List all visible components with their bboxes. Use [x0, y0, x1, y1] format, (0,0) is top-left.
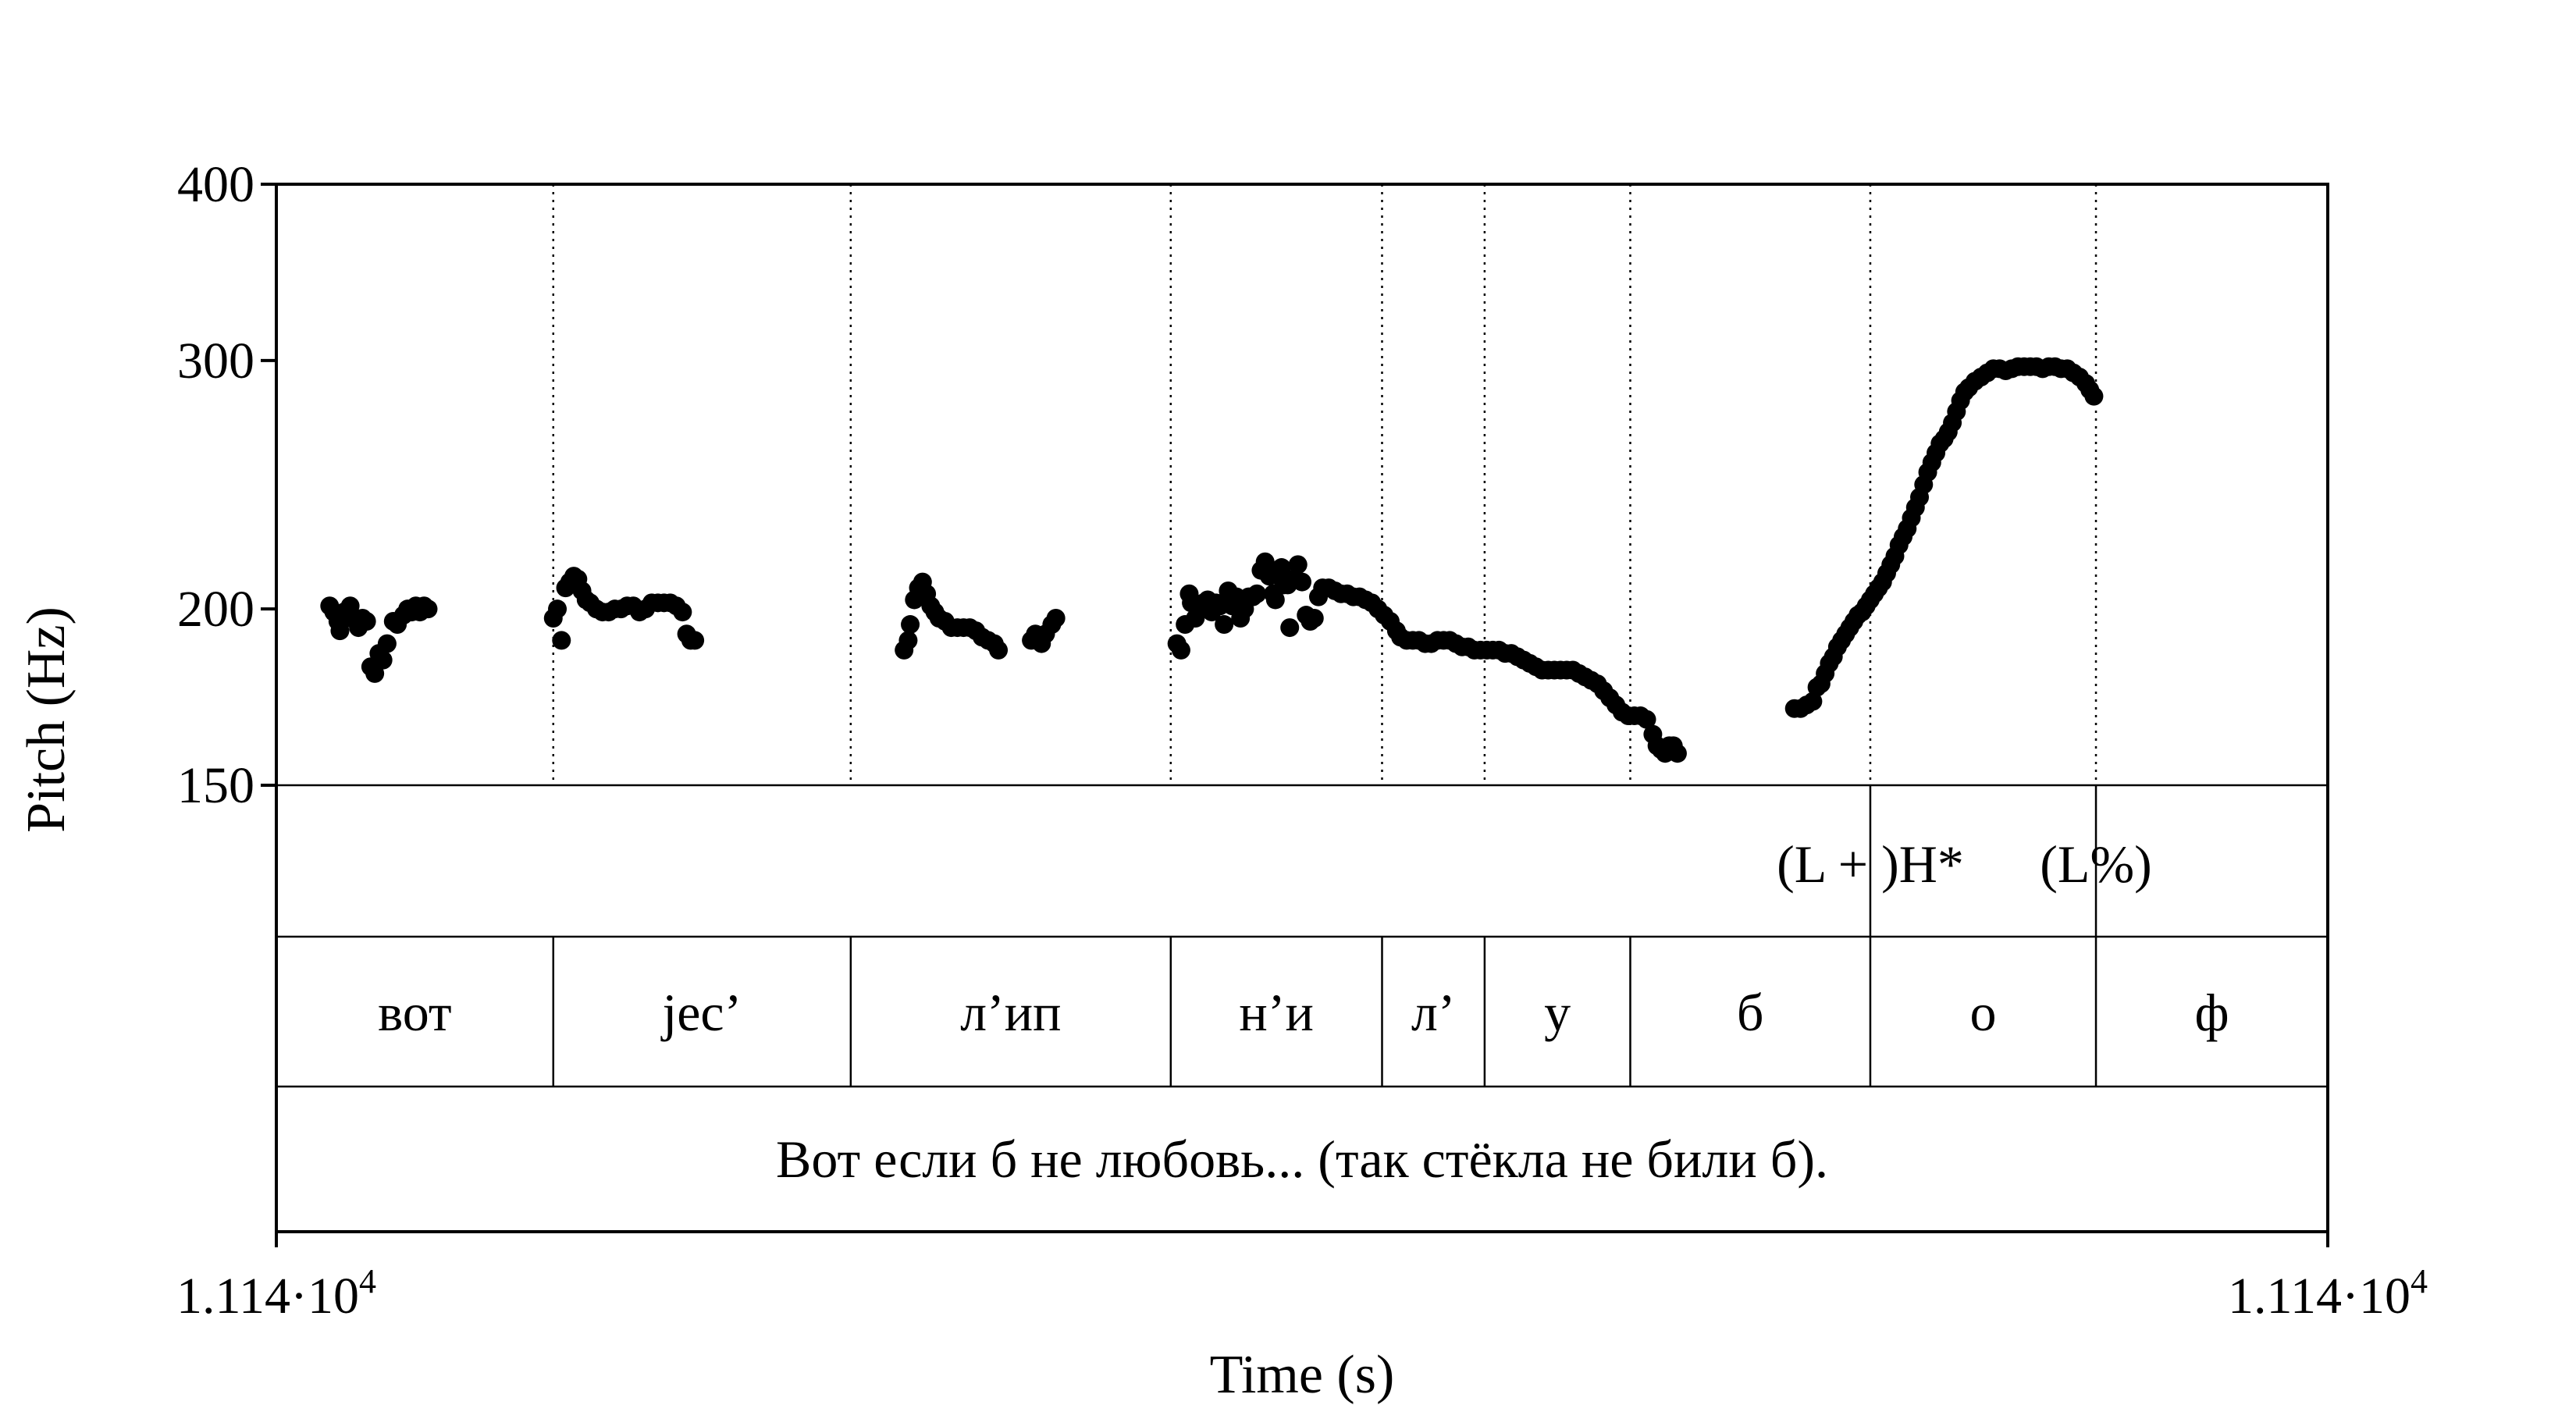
pitch-point — [898, 631, 918, 650]
segment-label: ф — [2194, 983, 2229, 1042]
pitch-point — [685, 631, 705, 650]
segment-label: б — [1737, 983, 1764, 1042]
segment-label: о — [1969, 983, 1996, 1042]
x-tick-left-label: 1.114·104 — [176, 1262, 376, 1325]
pitch-point — [1272, 558, 1291, 578]
segment-label: н’и — [1239, 983, 1313, 1042]
sentence-label: Вот если б не любовь... (так стёкла не б… — [776, 1129, 1828, 1189]
pitch-point — [1667, 744, 1687, 763]
tone-label: (L%) — [2040, 834, 2151, 894]
segment-label: л’ип — [960, 983, 1061, 1042]
pitch-point — [1637, 710, 1656, 729]
pitch-point — [1803, 692, 1823, 711]
segment-boundaries — [552, 184, 2097, 1087]
pitch-point — [1304, 609, 1324, 628]
y-tick-label: 150 — [177, 757, 254, 814]
x-tick-right-label: 1.114·104 — [2228, 1262, 2428, 1325]
y-tick-label: 300 — [177, 333, 254, 389]
pitch-point — [548, 599, 568, 619]
segment-label: jec’ — [660, 983, 742, 1042]
pitch-point — [373, 650, 393, 670]
y-tick-label: 200 — [177, 581, 254, 638]
pitch-point — [1280, 618, 1300, 638]
tone-label: (L + )H* — [1777, 834, 1964, 894]
pitch-point — [1171, 640, 1190, 660]
segment-label: вот — [378, 983, 451, 1042]
pitch-point — [365, 663, 385, 683]
pitch-point — [901, 615, 920, 635]
pitch-points — [320, 357, 2104, 763]
pitch-point — [1247, 584, 1267, 603]
segment-tier: вот jec’ л’ип н’и л’ у б о ф — [378, 983, 2229, 1042]
pitch-point — [377, 634, 397, 653]
y-tick-label: 400 — [177, 156, 254, 213]
pitch-point — [2084, 386, 2104, 406]
pitch-point — [1215, 615, 1234, 635]
pitch-point — [1288, 555, 1308, 574]
pitch-point — [1265, 590, 1285, 610]
pitch-point — [673, 603, 692, 622]
segment-label: л’ — [1411, 983, 1456, 1042]
pitch-point — [552, 631, 571, 650]
y-axis-ticks: 150 200 300 400 — [177, 156, 276, 814]
x-axis-title: Time (s) — [1210, 1345, 1395, 1405]
pitch-point — [1046, 609, 1066, 628]
pitch-point — [989, 640, 1009, 660]
segment-label: у — [1544, 983, 1571, 1042]
figure-frame — [275, 183, 2329, 1233]
tone-tier: (L + )H* (L%) — [1777, 834, 2152, 894]
pitch-point — [1293, 572, 1311, 592]
y-axis-title: Pitch (Hz) — [16, 606, 76, 833]
pitch-point — [357, 612, 376, 631]
pitch-point — [418, 599, 438, 619]
